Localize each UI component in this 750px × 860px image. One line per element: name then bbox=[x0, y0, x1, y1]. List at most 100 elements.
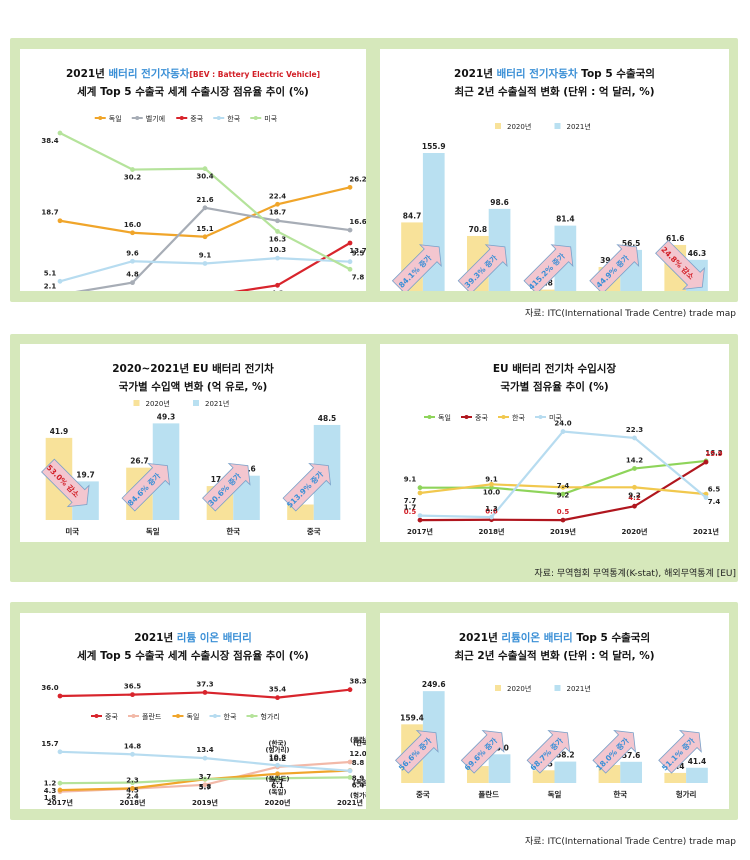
legend-swatch bbox=[538, 415, 543, 419]
data-label: 4.5 bbox=[126, 787, 139, 795]
legend-swatch bbox=[179, 116, 184, 120]
legend-swatch bbox=[213, 714, 217, 718]
data-label: 46.3 bbox=[688, 249, 707, 258]
chart-title-segment: 리튬이온 배터리 bbox=[501, 631, 572, 644]
data-point bbox=[560, 491, 566, 497]
legend-label: 미국 bbox=[549, 413, 562, 422]
chart-title-segment: Top 5 수출국의 bbox=[573, 631, 650, 644]
data-point bbox=[560, 484, 566, 490]
legend-swatch bbox=[216, 116, 221, 120]
bar-2021 bbox=[554, 761, 577, 783]
chart-title-segment: Top 5 수출국의 bbox=[578, 67, 655, 80]
data-label: 6.1 bbox=[271, 782, 284, 790]
legend-swatch bbox=[253, 116, 258, 120]
data-point bbox=[347, 759, 353, 765]
legend-label: 중국 bbox=[105, 713, 118, 721]
data-label: 37.3 bbox=[196, 680, 213, 688]
legend-label: 2021년 bbox=[567, 122, 591, 131]
data-label: 4.2 bbox=[628, 494, 641, 502]
data-label: 249.6 bbox=[422, 680, 446, 689]
data-point bbox=[130, 167, 135, 172]
data-label: 41.9 bbox=[50, 427, 69, 436]
data-point bbox=[202, 234, 208, 240]
data-label: 49.3 bbox=[157, 412, 176, 421]
point-note: (한국) bbox=[353, 738, 366, 747]
data-point bbox=[632, 435, 637, 441]
data-point bbox=[130, 751, 135, 757]
x-tick-label: 2018년 bbox=[120, 798, 146, 807]
data-label: 5.8 bbox=[199, 783, 212, 791]
data-point bbox=[632, 466, 637, 471]
data-label: 13.7 bbox=[349, 247, 366, 255]
data-label: 7.4 bbox=[557, 482, 570, 490]
point-note: (한국) bbox=[269, 738, 287, 747]
chart-title-segment: 배터리 전기자동차 bbox=[497, 67, 578, 80]
data-label: 14.2 bbox=[626, 456, 643, 464]
data-point bbox=[130, 230, 135, 236]
legend-swatch bbox=[135, 116, 140, 120]
data-point bbox=[202, 261, 208, 266]
data-label: 19.7 bbox=[76, 470, 95, 479]
legend-label: 2021년 bbox=[567, 684, 591, 693]
data-label: 5.7 bbox=[199, 783, 212, 791]
data-point bbox=[275, 762, 280, 768]
x-tick-label: 한국 bbox=[226, 526, 240, 536]
data-label: 9.1 bbox=[404, 476, 417, 484]
data-point bbox=[417, 513, 423, 518]
data-label: 98.6 bbox=[490, 198, 509, 207]
legend-label: 2020년 bbox=[507, 122, 531, 131]
data-point bbox=[275, 775, 280, 781]
data-label: 0.5 bbox=[557, 508, 570, 516]
chart-subtitle: 최근 2년 수출실적 변화 (단위 : 억 달러, %) bbox=[454, 649, 654, 662]
data-point bbox=[347, 259, 353, 265]
data-point bbox=[703, 495, 709, 500]
legend-label: 한국 bbox=[227, 115, 240, 123]
legend-swatch bbox=[554, 685, 561, 691]
data-point bbox=[202, 205, 208, 211]
data-label: 57.6 bbox=[622, 751, 641, 760]
bar-2020 bbox=[664, 772, 687, 783]
data-label: 1.8 bbox=[44, 794, 57, 802]
change-arrow-shape bbox=[457, 244, 508, 291]
legend-label: 미국 bbox=[264, 114, 277, 123]
data-point bbox=[275, 218, 280, 224]
source-note-2: 자료: 무역협회 무역통계(K-stat), 해외무역통계 [EU] bbox=[534, 569, 736, 579]
data-point bbox=[57, 780, 63, 786]
data-point bbox=[202, 782, 208, 788]
legend-swatch bbox=[131, 714, 136, 718]
data-label: 155.9 bbox=[422, 142, 446, 151]
data-label: 18.7 bbox=[269, 209, 286, 217]
x-tick-label: 2020년 bbox=[622, 527, 648, 536]
source-note-3: 자료: ITC(International Trade Centre) trad… bbox=[525, 837, 736, 847]
data-label: 4.2 bbox=[271, 289, 284, 291]
chart-title-segment: 2020~2021년 EU 배터리 전기차 bbox=[112, 362, 274, 375]
legend-label: 독일 bbox=[438, 413, 451, 422]
data-point bbox=[347, 687, 353, 693]
chart-title: 2021년 리튬 이온 배터리 bbox=[134, 631, 251, 644]
change-arrow-shape bbox=[592, 730, 636, 774]
data-label: 159.4 bbox=[400, 713, 424, 722]
change-arrow: 39.3% 증가 bbox=[457, 244, 508, 291]
x-tick-label: 2017년 bbox=[407, 527, 433, 536]
series-line bbox=[75, 206, 351, 291]
x-tick-label: 2019년 bbox=[550, 527, 576, 536]
chart-title-segment: 배터리 전기자동차 bbox=[109, 67, 190, 80]
data-point bbox=[57, 218, 63, 224]
source-note-1: 자료: ITC(International Trade Centre) trad… bbox=[525, 309, 736, 319]
data-label: 16.2 bbox=[705, 449, 722, 457]
data-label: 38.3 bbox=[349, 678, 366, 686]
legend-label: 한국 bbox=[224, 713, 237, 721]
legend-label: 폴란드 bbox=[142, 713, 162, 721]
legend-swatch bbox=[250, 714, 254, 718]
data-label: 4.3 bbox=[44, 787, 57, 795]
legend-swatch bbox=[176, 714, 180, 718]
chart-title-segment: EU 배터리 전기차 수입시장 bbox=[493, 362, 617, 375]
data-point bbox=[275, 282, 280, 288]
data-point bbox=[703, 459, 709, 465]
chart-title: 2021년 배터리 전기자동차[BEV : Battery Electric V… bbox=[66, 67, 320, 80]
bar-2020 bbox=[532, 770, 555, 783]
data-point bbox=[130, 780, 135, 786]
chart-panel-eu-share: EU 배터리 전기차 수입시장 국가별 점유율 추이 (%) 독일 중국 한국 미국 201… bbox=[380, 344, 729, 542]
